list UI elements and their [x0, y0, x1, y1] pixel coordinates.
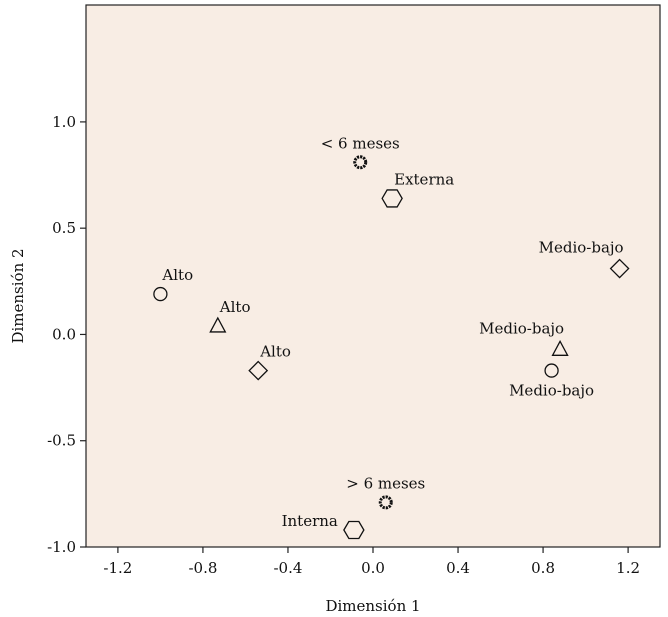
data-point: Medio-bajo [479, 319, 569, 356]
y-tick-label: 1.0 [52, 113, 76, 131]
point-label: > 6 meses [346, 474, 425, 492]
data-point: > 6 meses [346, 474, 425, 510]
y-axis-label: Dimensión 2 [9, 248, 27, 343]
x-axis: -1.2 -0.8 -0.4 0.0 0.4 0.8 1.2 [103, 547, 640, 577]
y-tick-label: -0.5 [47, 432, 76, 450]
point-marker [343, 520, 365, 540]
point-marker [248, 360, 269, 381]
x-tick-label: 0.8 [531, 559, 555, 577]
x-axis-label: Dimensión 1 [325, 597, 420, 615]
data-point: Alto [209, 298, 251, 333]
data-point: < 6 meses [321, 134, 400, 170]
y-tick-label: 0.0 [52, 325, 76, 343]
point-marker [544, 363, 559, 378]
data-point: Medio-bajo [539, 239, 630, 279]
x-tick-label: -0.4 [273, 559, 302, 577]
point-label: Interna [282, 512, 338, 530]
data-point: Medio-bajo [509, 363, 594, 400]
plot-area [85, 4, 661, 548]
point-label: Medio-bajo [479, 319, 564, 337]
point-marker [153, 286, 168, 302]
point-label: Alto [259, 343, 291, 361]
y-tick-label: 0.5 [52, 219, 76, 237]
x-tick-label: -0.8 [188, 559, 217, 577]
x-tick-label: 1.2 [616, 559, 640, 577]
point-marker [353, 155, 368, 170]
x-tick-label: -1.2 [103, 559, 132, 577]
point-marker [609, 258, 630, 279]
data-point: Alto [248, 343, 291, 381]
point-label: < 6 meses [321, 134, 400, 152]
y-axis: -1.0 -0.5 0.0 0.5 1.0 [47, 113, 86, 556]
point-marker [381, 189, 403, 208]
point-label: Medio-bajo [539, 239, 624, 257]
point-marker [551, 339, 569, 356]
point-marker [378, 495, 393, 510]
x-tick-label: 0.4 [446, 559, 470, 577]
data-point: Alto [153, 266, 193, 302]
point-label: Alto [161, 266, 193, 284]
x-tick-label: 0.0 [361, 559, 385, 577]
point-label: Medio-bajo [509, 382, 594, 400]
point-label: Externa [394, 170, 454, 188]
data-point: Externa [381, 170, 454, 208]
data-points: < 6 meses Externa Medio-bajo Alto Alto Alto Me… [153, 134, 630, 540]
y-tick-label: -1.0 [47, 538, 76, 556]
point-label: Alto [219, 298, 251, 316]
point-marker [209, 316, 227, 333]
data-point: Interna [282, 512, 365, 540]
